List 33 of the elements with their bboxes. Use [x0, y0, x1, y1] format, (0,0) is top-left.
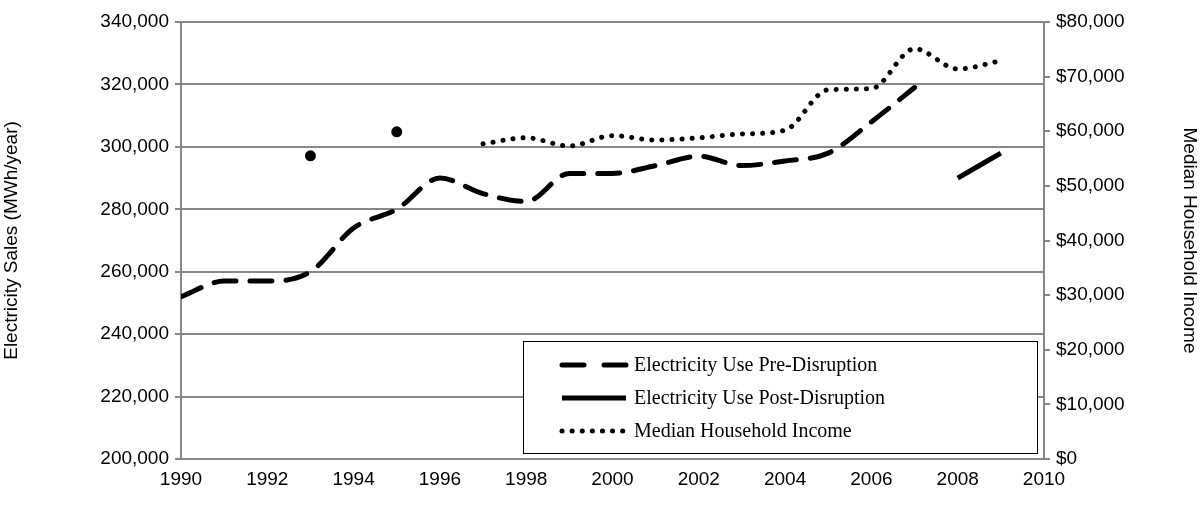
y2-tick-label: $0 — [1056, 447, 1078, 469]
x-tick-label: 2004 — [763, 467, 807, 489]
legend-label: Electricity Use Pre-Disruption — [634, 353, 878, 376]
y-tick-label: 340,000 — [100, 10, 169, 32]
x-tick-label: 1990 — [159, 467, 203, 489]
x-tick-label: 1992 — [246, 467, 289, 489]
legend-label: Electricity Use Post-Disruption — [634, 386, 886, 409]
y2-tick-label: $60,000 — [1056, 119, 1125, 141]
y2-tick-label: $80,000 — [1056, 10, 1125, 32]
y2-tick-label: $20,000 — [1056, 337, 1125, 359]
y2-axis-title: Median Household Income — [1180, 127, 1201, 354]
x-tick-label: 2006 — [850, 467, 893, 489]
y-tick-label: 320,000 — [100, 72, 169, 94]
y2-tick-label: $30,000 — [1056, 283, 1125, 305]
x-tick-label: 2002 — [677, 467, 720, 489]
y-tick-label: 280,000 — [100, 197, 169, 219]
y2-tick-label: $40,000 — [1056, 228, 1125, 250]
y-tick-label: 220,000 — [100, 384, 169, 406]
x-tick-label: 2000 — [591, 467, 634, 489]
x-tick-label: 2008 — [936, 467, 979, 489]
x-tick-label: 2010 — [1022, 467, 1066, 489]
y-axis-title: Electricity Sales (MWh/year) — [0, 121, 21, 360]
y2-tick-label: $50,000 — [1056, 174, 1125, 196]
y-tick-label: 200,000 — [100, 447, 169, 469]
y-tick-label: 260,000 — [100, 259, 169, 281]
y2-tick-label: $10,000 — [1056, 392, 1125, 414]
x-tick-label: 1994 — [332, 467, 376, 489]
y-tick-label: 240,000 — [100, 322, 169, 344]
x-tick-label: 1998 — [505, 467, 548, 489]
y-tick-label: 300,000 — [100, 135, 169, 157]
x-tick-label: 1996 — [418, 467, 462, 489]
legend-label: Median Household Income — [634, 419, 852, 442]
y2-tick-label: $70,000 — [1056, 64, 1125, 86]
